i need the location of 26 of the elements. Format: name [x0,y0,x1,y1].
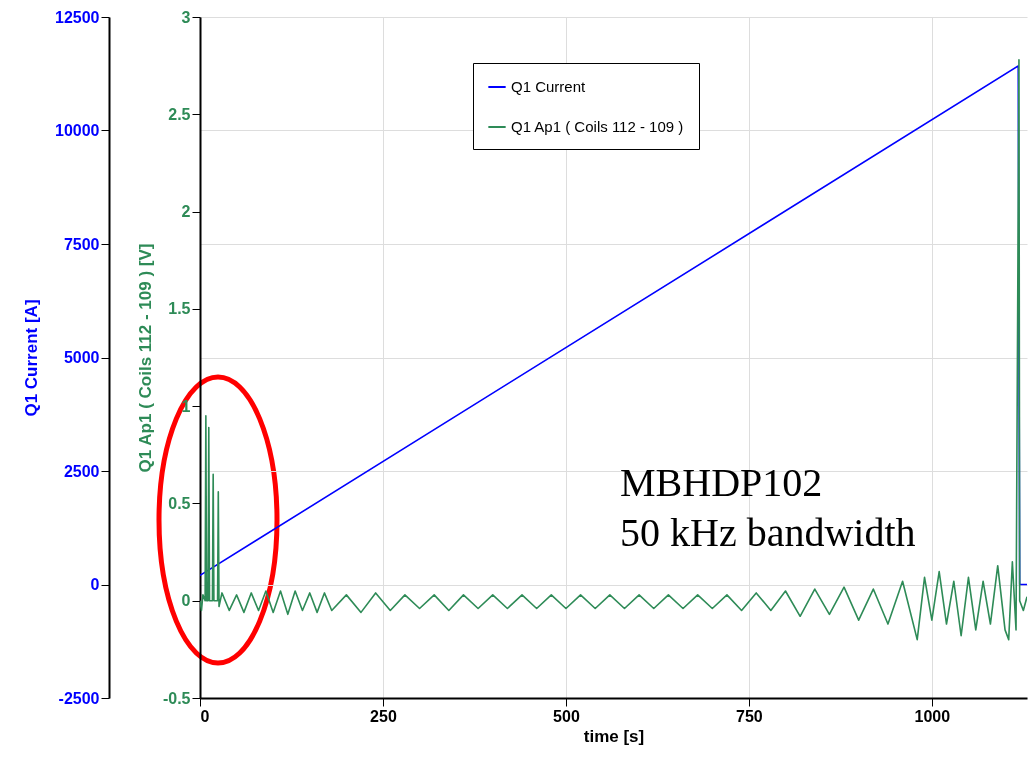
annotation: 50 kHz bandwidth [620,509,916,557]
y2-tick-label: 2.5 [168,105,191,123]
y2-tick-label: 0.5 [168,494,191,512]
y2-tick-label: 1.5 [168,300,191,318]
annotation: MBHDP102 [620,459,824,507]
x-tick-label: 500 [553,707,580,725]
y2-tick-label: 3 [181,8,191,26]
x-tick-label: 250 [370,707,397,725]
y-tick-label: 2500 [63,462,100,480]
y2-tick-label: 2 [181,203,191,221]
y2-axis-title: Q1 Ap1 ( Coils 112 - 109 ) [V] [135,243,155,473]
y-tick-label: 10000 [55,122,100,139]
y-tick-label: 0 [90,576,100,593]
x-tick-label: 0 [200,707,210,725]
x-tick-label: 1000 [914,707,951,725]
y2-tick-label: -0.5 [162,689,191,707]
y-tick-label: 12500 [55,8,100,26]
y-axis-title: Q1 Current [A] [22,299,42,417]
x-tick-label: 750 [736,707,763,725]
legend-label: Q1 Ap1 ( Coils 112 - 109 ) [511,118,684,135]
y2-tick-label: 0 [181,592,191,610]
y-tick-label: -2500 [58,689,100,707]
legend-label: Q1 Current [511,78,587,95]
x-axis-title: time [s] [583,726,645,746]
y-tick-label: 5000 [63,349,100,366]
y-tick-label: 7500 [63,235,100,253]
